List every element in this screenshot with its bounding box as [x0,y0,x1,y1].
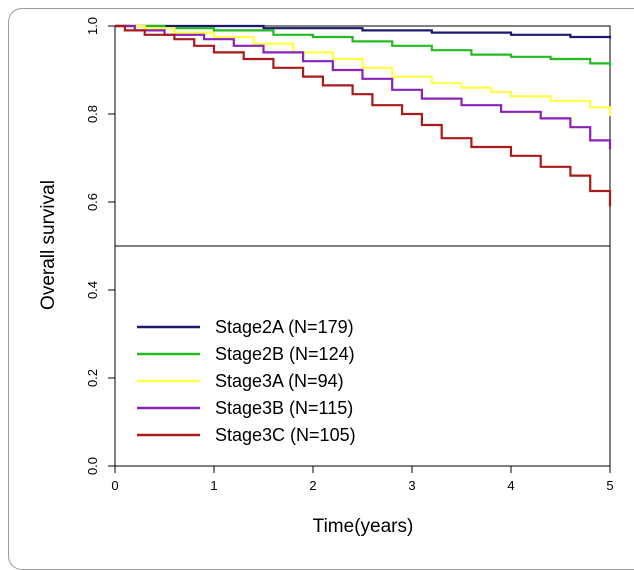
legend: Stage2A (N=179) Stage2B (N=124) Stage3A (N… [137,317,356,445]
x-tick-label: 3 [408,478,415,493]
survival-chart: 0 1 2 3 4 5 0.0 0.2 0.4 0.6 0.8 1.0 Stage2A (N=179)… [38,17,614,537]
y-tick-label: 0.6 [85,193,100,211]
legend-label-3: Stage3A (N=94) [215,371,344,391]
legend-label-2: Stage2B (N=124) [215,344,355,364]
x-axis-title: Time(years) [313,516,414,537]
y-tick-label: 0.4 [85,281,100,299]
legend-label-4: Stage3B (N=115) [215,398,353,418]
x-tick-label: 5 [606,478,613,493]
x-tick-label: 1 [210,478,217,493]
y-axis-title: Overall survival [38,180,59,310]
y-tick-label: 0.8 [85,105,100,123]
series-line-3 [115,24,612,117]
plot-area [114,25,611,467]
y-tick-label: 1.0 [85,17,100,35]
ticks-layer: 0 1 2 3 4 5 0.0 0.2 0.4 0.6 0.8 1.0 [85,17,614,493]
legend-label-5: Stage3C (N=105) [215,425,356,445]
legend-label-1: Stage2A (N=179) [215,317,354,337]
x-tick-label: 0 [111,478,118,493]
series-line-5 [115,24,612,207]
x-tick-label: 4 [507,478,514,493]
y-tick-label: 0.0 [85,457,100,475]
series-layer [115,24,612,207]
series-line-2 [115,24,612,67]
x-tick-label: 2 [309,478,316,493]
y-tick-label: 0.2 [85,369,100,387]
series-line-4 [115,24,612,150]
figure-frame [8,8,634,570]
series-line-1 [115,24,612,39]
